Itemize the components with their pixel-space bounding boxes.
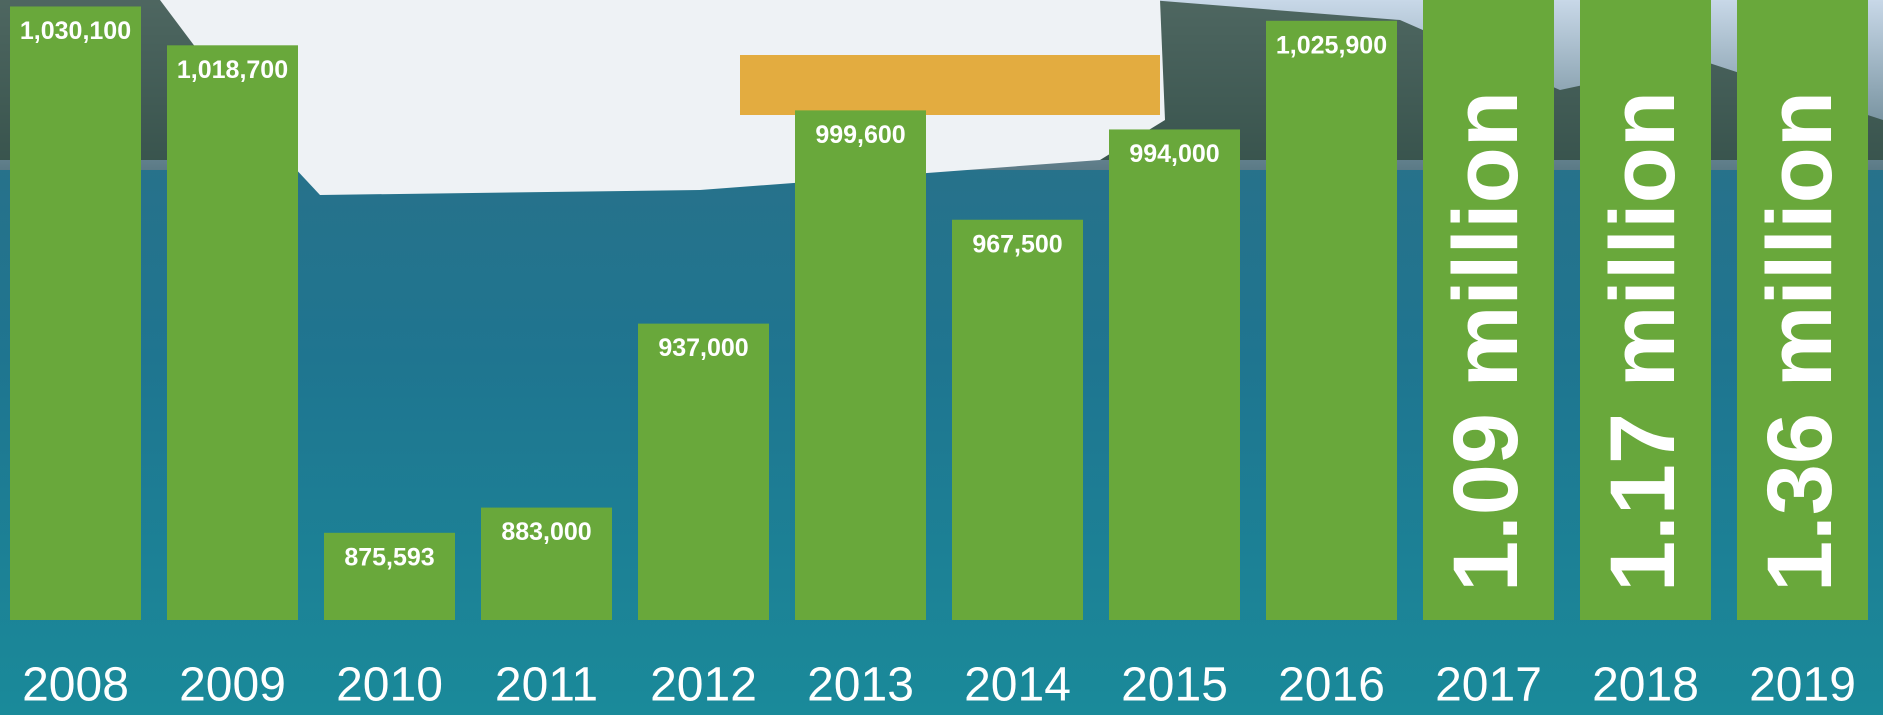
value-label: 999,600 <box>815 121 905 149</box>
bar <box>10 6 141 620</box>
x-tick-label: 2017 <box>1435 659 1542 712</box>
x-tick-label: 2018 <box>1592 659 1699 712</box>
x-tick-label: 2014 <box>964 659 1071 712</box>
value-label: 883,000 <box>501 518 591 546</box>
x-tick-label: 2010 <box>336 659 443 712</box>
value-label: 1.09 million <box>1435 91 1537 592</box>
value-label: 1,018,700 <box>177 56 288 84</box>
value-label: 994,000 <box>1129 140 1219 168</box>
value-label: 967,500 <box>972 230 1062 258</box>
bar <box>167 45 298 620</box>
value-label: 937,000 <box>658 334 748 362</box>
bar <box>952 220 1083 620</box>
x-tick-label: 2013 <box>807 659 914 712</box>
x-tick-label: 2015 <box>1121 659 1228 712</box>
chart: 1,030,100 1,018,700 875,593 883,000 937,000 9… <box>0 0 1883 715</box>
value-label: 1,030,100 <box>20 17 131 45</box>
value-label: 1,025,900 <box>1276 31 1387 59</box>
value-label: 1.17 million <box>1592 91 1694 592</box>
x-tick-label: 2012 <box>650 659 757 712</box>
value-label: 875,593 <box>344 543 434 571</box>
x-tick-label: 2011 <box>495 659 598 712</box>
bar <box>1266 21 1397 620</box>
bar <box>638 324 769 620</box>
x-tick-label: 2016 <box>1278 659 1385 712</box>
x-tick-label: 2019 <box>1749 659 1856 712</box>
value-label: 1.36 million <box>1749 91 1851 592</box>
x-tick-label: 2008 <box>22 659 129 712</box>
x-tick-label: 2009 <box>179 659 286 712</box>
bar <box>1109 129 1240 620</box>
bar <box>795 110 926 620</box>
